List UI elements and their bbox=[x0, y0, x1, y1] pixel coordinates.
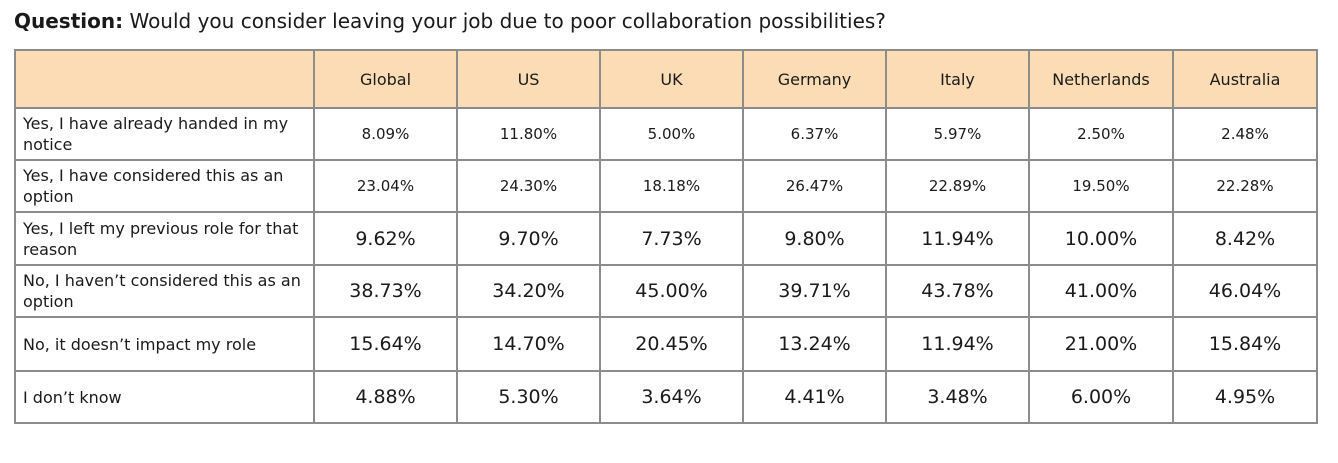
row-label: Yes, I have considered this as an option bbox=[14, 159, 315, 213]
table-cell: 4.88% bbox=[313, 370, 458, 424]
table-cell: 10.00% bbox=[1028, 211, 1174, 266]
table-cell: 8.42% bbox=[1172, 211, 1318, 266]
header-cell-australia: Australia bbox=[1172, 49, 1318, 109]
table-cell: 45.00% bbox=[599, 264, 744, 318]
table-cell: 39.71% bbox=[742, 264, 887, 318]
table-cell: 5.30% bbox=[456, 370, 601, 424]
table-cell: 22.28% bbox=[1172, 159, 1318, 213]
table-cell: 13.24% bbox=[742, 316, 887, 372]
header-cell-italy: Italy bbox=[885, 49, 1030, 109]
table-cell: 34.20% bbox=[456, 264, 601, 318]
table-cell: 46.04% bbox=[1172, 264, 1318, 318]
results-table: Global US UK Germany Italy Netherlands A… bbox=[14, 49, 1318, 424]
table-cell: 5.97% bbox=[885, 107, 1030, 161]
table-cell: 11.94% bbox=[885, 316, 1030, 372]
table-cell: 9.70% bbox=[456, 211, 601, 266]
table-row: Yes, I have considered this as an option… bbox=[14, 159, 1318, 213]
header-cell-us: US bbox=[456, 49, 601, 109]
question-label: Question: bbox=[14, 9, 124, 33]
table-cell: 9.80% bbox=[742, 211, 887, 266]
table-cell: 3.64% bbox=[599, 370, 744, 424]
table-row: No, I haven’t considered this as an opti… bbox=[14, 264, 1318, 318]
row-label: I don’t know bbox=[14, 370, 315, 424]
table-cell: 2.50% bbox=[1028, 107, 1174, 161]
table-cell: 21.00% bbox=[1028, 316, 1174, 372]
table-cell: 26.47% bbox=[742, 159, 887, 213]
header-cell-germany: Germany bbox=[742, 49, 887, 109]
table-cell: 24.30% bbox=[456, 159, 601, 213]
question-text: Would you consider leaving your job due … bbox=[129, 9, 886, 33]
row-label: No, it doesn’t impact my role bbox=[14, 316, 315, 372]
table-cell: 9.62% bbox=[313, 211, 458, 266]
row-label: Yes, I left my previous role for that re… bbox=[14, 211, 315, 266]
table-cell: 5.00% bbox=[599, 107, 744, 161]
table-cell: 14.70% bbox=[456, 316, 601, 372]
table-row: Yes, I left my previous role for that re… bbox=[14, 211, 1318, 266]
question-heading: Question: Would you consider leaving you… bbox=[14, 7, 886, 35]
table-cell: 43.78% bbox=[885, 264, 1030, 318]
table-cell: 23.04% bbox=[313, 159, 458, 213]
table-cell: 2.48% bbox=[1172, 107, 1318, 161]
table-cell: 38.73% bbox=[313, 264, 458, 318]
row-label: Yes, I have already handed in my notice bbox=[14, 107, 315, 161]
row-label: No, I haven’t considered this as an opti… bbox=[14, 264, 315, 318]
table-cell: 3.48% bbox=[885, 370, 1030, 424]
table-cell: 15.84% bbox=[1172, 316, 1318, 372]
table-row: No, it doesn’t impact my role 15.64% 14.… bbox=[14, 316, 1318, 372]
table-row: I don’t know 4.88% 5.30% 3.64% 4.41% 3.4… bbox=[14, 370, 1318, 424]
header-cell-uk: UK bbox=[599, 49, 744, 109]
header-cell-netherlands: Netherlands bbox=[1028, 49, 1174, 109]
table-cell: 11.80% bbox=[456, 107, 601, 161]
table-cell: 8.09% bbox=[313, 107, 458, 161]
table-cell: 41.00% bbox=[1028, 264, 1174, 318]
table-cell: 4.95% bbox=[1172, 370, 1318, 424]
header-cell-global: Global bbox=[313, 49, 458, 109]
table-header-row: Global US UK Germany Italy Netherlands A… bbox=[14, 49, 1318, 109]
table-cell: 19.50% bbox=[1028, 159, 1174, 213]
table-cell: 20.45% bbox=[599, 316, 744, 372]
table-cell: 4.41% bbox=[742, 370, 887, 424]
table-cell: 6.37% bbox=[742, 107, 887, 161]
table-cell: 6.00% bbox=[1028, 370, 1174, 424]
table-cell: 11.94% bbox=[885, 211, 1030, 266]
table-cell: 7.73% bbox=[599, 211, 744, 266]
table-cell: 18.18% bbox=[599, 159, 744, 213]
table-cell: 15.64% bbox=[313, 316, 458, 372]
header-cell-blank bbox=[14, 49, 315, 109]
table-cell: 22.89% bbox=[885, 159, 1030, 213]
table-row: Yes, I have already handed in my notice … bbox=[14, 107, 1318, 161]
